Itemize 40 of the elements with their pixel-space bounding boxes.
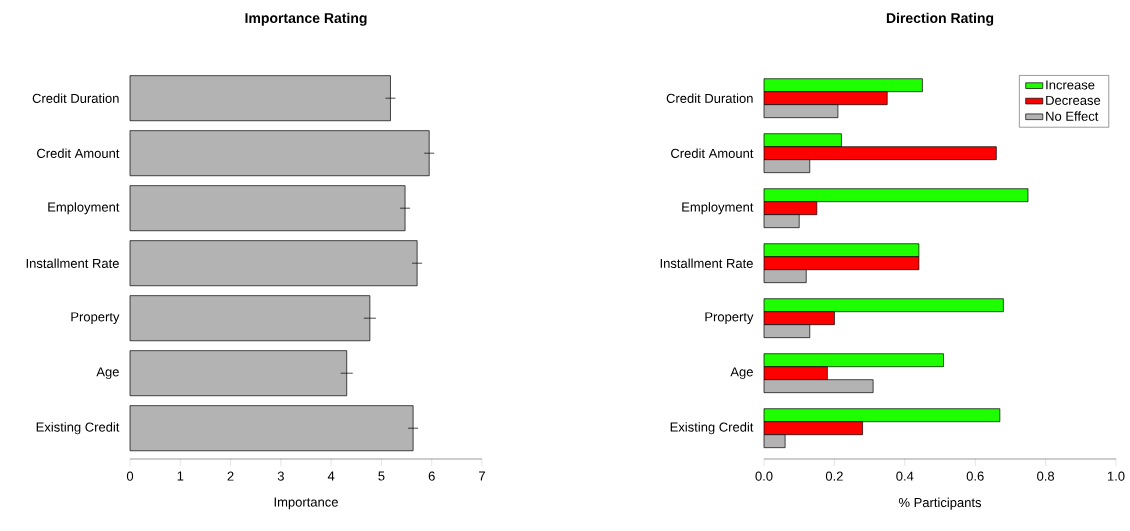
bar [129, 405, 414, 452]
y-tick-label: Credit Duration [32, 93, 119, 103]
legend-label: Increase [1046, 80, 1095, 90]
x-tick-label: 5 [378, 471, 385, 481]
x-tick-label: 1.0 [1107, 471, 1125, 481]
chart-title: Importance Rating [245, 12, 367, 26]
x-tick-label: 0.6 [966, 471, 984, 481]
y-tick-label: Property [705, 312, 754, 325]
y-tick-label: Employment [682, 202, 754, 215]
bar [129, 240, 418, 287]
x-axis-title: % Participants [898, 497, 982, 510]
bar [129, 185, 406, 232]
x-tick-label: 7 [479, 471, 485, 481]
x-tick-label: 2 [227, 471, 234, 481]
x-tick-label: 0.4 [896, 471, 914, 481]
y-tick-label: Age [96, 367, 119, 380]
x-tick-label: 0.0 [755, 471, 773, 481]
x-tick-label: 0.8 [1037, 471, 1055, 481]
y-tick-label: Property [71, 312, 120, 325]
bar [129, 350, 348, 397]
y-tick-label: Installment Rate [660, 258, 753, 268]
y-tick-label: Existing Credit [670, 422, 754, 435]
x-tick-label: 4 [327, 471, 335, 481]
y-tick-label: Credit Amount [671, 148, 754, 158]
x-tick-label: 1 [177, 471, 184, 481]
legend-label: No Effect [1046, 111, 1099, 121]
y-tick-label: Existing Credit [36, 422, 120, 435]
x-tick-label: 6 [428, 471, 435, 481]
x-axis-title: Importance [274, 497, 338, 510]
bar [129, 130, 430, 177]
x-tick-label: 0.2 [825, 471, 843, 481]
y-tick-label: Credit Duration [666, 93, 753, 103]
chart-title: Direction Rating [886, 12, 994, 26]
y-tick-label: Installment Rate [26, 258, 119, 268]
x-tick-label: 0 [126, 471, 134, 481]
y-tick-label: Credit Amount [37, 148, 120, 158]
x-tick-label: 3 [277, 471, 284, 481]
legend-label: Decrease [1046, 95, 1101, 105]
y-tick-label: Age [730, 367, 753, 380]
y-tick-label: Employment [48, 202, 120, 215]
